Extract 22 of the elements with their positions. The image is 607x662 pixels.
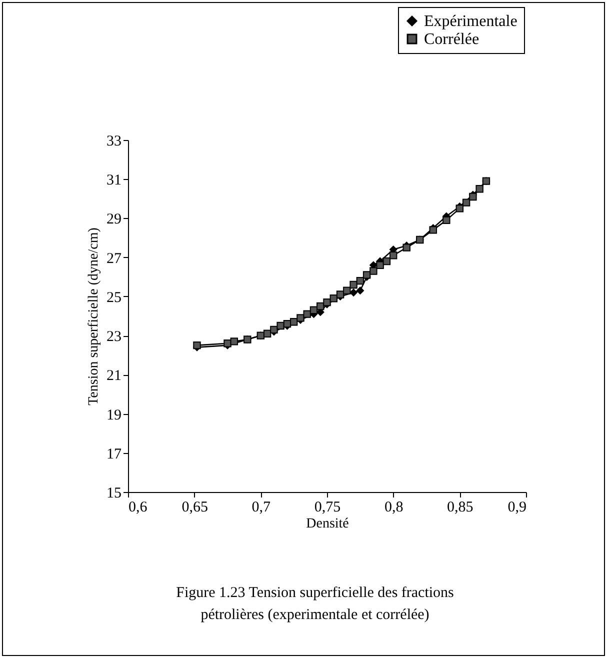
legend-label: Corrélée [424,31,480,48]
y-tick-label: 23 [106,329,122,346]
x-tick-label: 0,7 [252,500,272,516]
y-tick-label: 19 [106,407,122,424]
y-tick-label: 25 [106,290,122,306]
y-axis-title: Tension superficielle (dyne/cm) [86,227,102,406]
caption: Figure 1.23 Tension superficielle des fractions pétrolières (experimentale et corrélée) [175,584,455,625]
y-tick-label: 31 [106,172,122,189]
y-tick-label: 33 [106,134,122,150]
y-tick-label: 15 [106,486,122,502]
x-axis-title: Densité [306,516,349,532]
y-tick-label: 17 [106,446,122,462]
y-tick-label: 29 [106,212,122,228]
x-tick-label: 0,75 [314,500,341,516]
y-tick-label: 21 [106,368,122,384]
legend-label: Expérimentale [424,13,518,30]
x-tick-label: 0,9 [508,500,526,516]
x-tick-label: 0,85 [447,500,474,516]
x-tick-label: 0,8 [384,500,404,516]
x-tick-label: 0,65 [182,500,208,516]
y-tick-label: 27 [106,250,122,267]
x-tick-label: 0,6 [128,500,148,516]
